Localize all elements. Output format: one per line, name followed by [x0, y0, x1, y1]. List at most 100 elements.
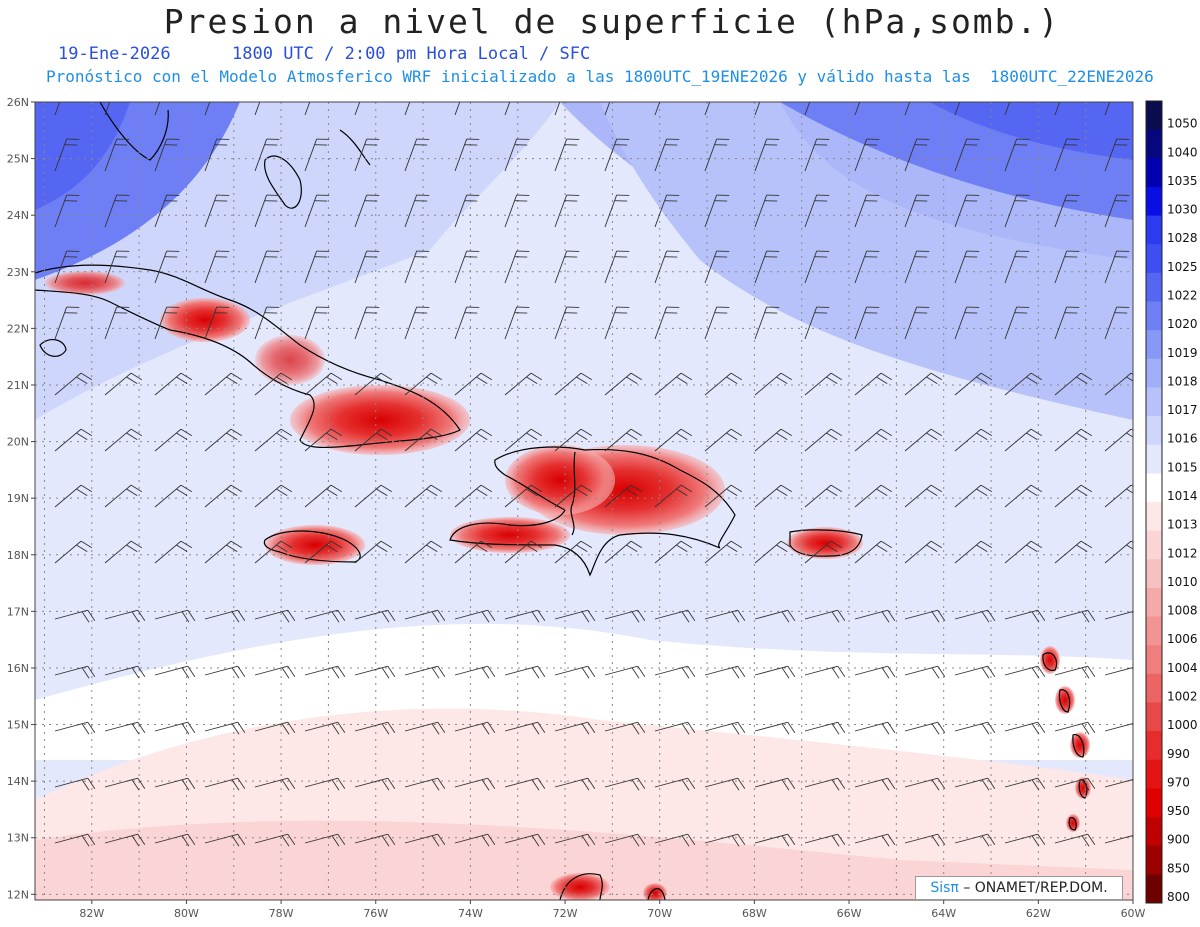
wind-barb [604, 484, 643, 508]
wind-barb [904, 609, 946, 623]
colorbar-label: 1019 [1167, 346, 1198, 360]
colorbar-swatch [1146, 301, 1162, 331]
wind-barb [954, 306, 980, 340]
colorbar-swatch [1146, 330, 1162, 360]
colorbar-swatch [1146, 215, 1162, 245]
wind-barb [954, 194, 980, 228]
wind-barb [104, 250, 130, 284]
wind-barb [904, 306, 930, 340]
wind-barb [1104, 194, 1130, 228]
wind-barb [704, 372, 743, 396]
wind-barb [904, 372, 943, 396]
wind-barb [104, 428, 143, 452]
wind-barb [754, 833, 796, 847]
wind-barb [254, 833, 296, 847]
colorbar-swatch [1146, 158, 1162, 188]
wind-barb [904, 428, 943, 452]
colorbar-swatch [1146, 788, 1162, 818]
wind-barb [1004, 102, 1011, 116]
wind-barb [454, 721, 496, 735]
lon-label: 74W [458, 907, 483, 920]
lesser-antilles-st-vincent [1078, 779, 1088, 799]
wind-barb [154, 484, 193, 508]
wind-barb [54, 102, 61, 116]
wind-barb [904, 721, 946, 735]
lat-label: 15N [7, 719, 29, 732]
colorbar-swatch [1146, 874, 1162, 904]
wind-barb [1104, 306, 1130, 340]
wind-barb [254, 138, 280, 172]
wind-barb [1054, 428, 1093, 452]
wind-barb [704, 609, 746, 623]
wind-barb [404, 102, 411, 116]
wind-barb [54, 484, 93, 508]
wind-barb [754, 250, 780, 284]
lat-label: 18N [7, 549, 29, 562]
wind-barb [1004, 194, 1030, 228]
wind-barb [404, 194, 430, 228]
colorbar-label: 1008 [1167, 604, 1198, 618]
wind-barb [1054, 194, 1080, 228]
wind-barb [554, 833, 596, 847]
colorbar: 1050 1040 1035 1030 1028 1025 1022 1020 1019 1018… [1145, 100, 1198, 904]
wind-barb [204, 372, 243, 396]
colorbar-frame [1145, 100, 1163, 904]
wind-barb [504, 833, 546, 847]
lon-label: 62W [1026, 907, 1051, 920]
wind-barb [754, 665, 796, 679]
wind-barb [854, 484, 893, 508]
wind-barb [954, 833, 996, 847]
wind-barb [804, 484, 843, 508]
forecast-description: Pronóstico con el Modelo Atmosferico WRF… [46, 67, 1154, 86]
colorbar-label: 1017 [1167, 403, 1198, 417]
wind-barb [804, 721, 846, 735]
jamaica-coastline [263, 530, 361, 563]
colorbar-swatch [1146, 358, 1162, 388]
wind-barb [704, 102, 711, 116]
wind-barb [404, 721, 446, 735]
wind-barb [604, 540, 643, 564]
wind-barb [554, 777, 596, 791]
wind-barb [354, 777, 396, 791]
wind-barb [654, 372, 693, 396]
wind-barb [554, 609, 596, 623]
wind-barb [1104, 667, 1133, 676]
colorbar-label: 1030 [1167, 203, 1198, 217]
wind-barb [204, 833, 246, 847]
wind-barb [1004, 721, 1046, 735]
wind-barb [754, 484, 793, 508]
wind-barb [804, 102, 811, 116]
wind-barb [604, 194, 630, 228]
wind-barb [804, 777, 846, 791]
wind-barb [954, 609, 996, 623]
wind-barb [804, 428, 843, 452]
wind-barb [854, 428, 893, 452]
wind-barb [954, 102, 961, 116]
wind-barb [304, 833, 346, 847]
colorbar-label: 1012 [1167, 546, 1198, 560]
wind-barb [154, 665, 196, 679]
wind-barb [154, 194, 180, 228]
colorbar-swatch [1146, 387, 1162, 417]
wind-barb [354, 833, 396, 847]
lesser-antilles-st-lucia [1072, 733, 1085, 758]
wind-barb [304, 250, 330, 284]
wind-barb [754, 138, 780, 172]
lon-label: 60W [1121, 907, 1146, 920]
wind-barb [1104, 835, 1133, 844]
wind-barb [904, 540, 943, 564]
wind-barb [204, 609, 246, 623]
wind-barb [954, 721, 996, 735]
credit-text: – ONAMET/REP.DOM. [963, 880, 1108, 896]
wind-barb [1054, 102, 1061, 116]
colorbar-swatch [1146, 702, 1162, 732]
wind-barb [704, 306, 730, 340]
wind-barb [604, 428, 643, 452]
wind-barb [854, 609, 896, 623]
wind-barb [554, 194, 580, 228]
wind-barb [854, 102, 861, 116]
lat-label: 23N [7, 266, 29, 279]
wind-barb [604, 306, 630, 340]
wind-barb [354, 428, 393, 452]
